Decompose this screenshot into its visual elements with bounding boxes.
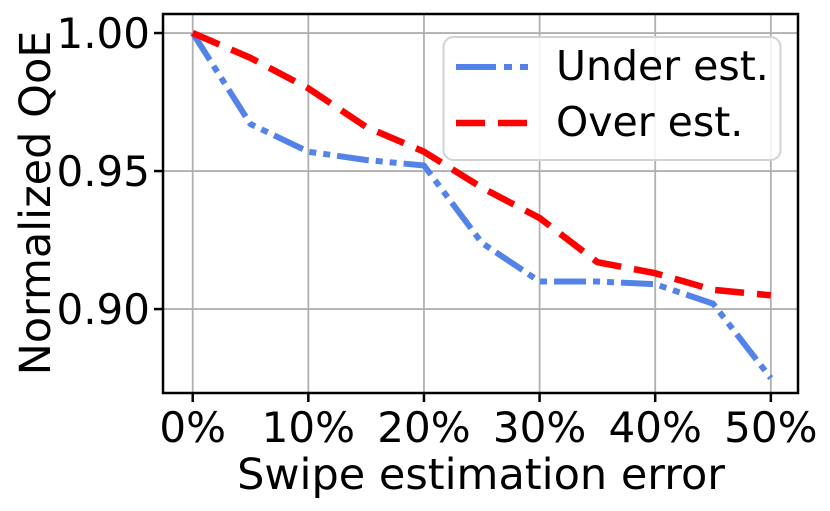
y-tick-label: 0.95 [56, 147, 150, 196]
x-tick-labels: 0% 10% 20% 30% 40% 50% [159, 403, 817, 452]
axis-tick-marks [154, 31, 773, 402]
x-axis-label: Swipe estimation error [237, 450, 725, 500]
x-tick-label: 20% [377, 403, 470, 452]
y-tick-labels: 0.90 0.95 1.00 [56, 9, 150, 334]
legend-label-under-est: Under est. [556, 42, 769, 90]
y-axis-label: Normalized QoE [11, 31, 61, 376]
series-line-over-est [191, 30, 772, 299]
legend: Under est. Over est. [442, 36, 782, 161]
x-tick-label: 50% [724, 403, 817, 452]
y-tick-label: 1.00 [56, 9, 150, 58]
series-lines [190, 30, 774, 380]
legend-label-over-est: Over est. [556, 98, 743, 146]
x-tick-label: 0% [159, 403, 226, 452]
x-tick-label: 30% [493, 403, 586, 452]
y-tick-label: 0.90 [56, 285, 150, 334]
plot-border [161, 12, 800, 395]
series-line-under-est [190, 31, 774, 380]
x-tick-label: 10% [262, 403, 355, 452]
x-tick-label: 40% [609, 403, 702, 452]
